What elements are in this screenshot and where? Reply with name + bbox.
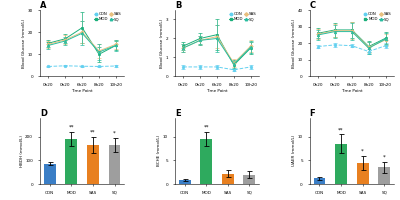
Bar xyxy=(378,167,390,184)
Text: **: ** xyxy=(204,125,209,130)
Bar xyxy=(244,175,255,184)
Text: E: E xyxy=(175,109,180,118)
Text: **: ** xyxy=(338,127,344,132)
Bar xyxy=(179,180,190,184)
Text: F: F xyxy=(310,109,315,118)
Bar xyxy=(66,139,77,184)
Legend: CON, MOD, SAS, SQ: CON, MOD, SAS, SQ xyxy=(94,12,122,21)
Text: *: * xyxy=(361,149,364,154)
Y-axis label: Blood Glucose (mmol/L): Blood Glucose (mmol/L) xyxy=(160,19,164,68)
Text: C: C xyxy=(310,1,316,10)
Text: *: * xyxy=(113,131,116,136)
X-axis label: Time Point: Time Point xyxy=(71,89,93,93)
Bar xyxy=(44,164,56,184)
X-axis label: Time Point: Time Point xyxy=(206,89,228,93)
Bar xyxy=(108,145,120,184)
X-axis label: Time Point: Time Point xyxy=(341,89,363,93)
Text: *: * xyxy=(383,155,386,160)
Bar xyxy=(87,145,99,184)
Bar xyxy=(222,174,234,184)
Text: D: D xyxy=(40,109,47,118)
Text: **: ** xyxy=(90,130,96,135)
Bar xyxy=(314,178,326,184)
Y-axis label: Blood Glucose (mmol/L): Blood Glucose (mmol/L) xyxy=(292,19,296,68)
Y-axis label: HBDH (mmol/L): HBDH (mmol/L) xyxy=(20,135,24,167)
Y-axis label: UAER (mmol/L): UAER (mmol/L) xyxy=(292,135,296,166)
Y-axis label: BCHE (mmol/L): BCHE (mmol/L) xyxy=(157,135,161,166)
Y-axis label: Blood Glucose (mmol/L): Blood Glucose (mmol/L) xyxy=(22,19,26,68)
Bar xyxy=(335,144,347,184)
Text: A: A xyxy=(40,1,46,10)
Legend: CON, MOD, SAS, SQ: CON, MOD, SAS, SQ xyxy=(363,12,392,21)
Bar xyxy=(200,139,212,184)
Bar xyxy=(357,163,368,184)
Text: B: B xyxy=(175,1,181,10)
Text: **: ** xyxy=(69,125,74,130)
Legend: CON, MOD, SAS, SQ: CON, MOD, SAS, SQ xyxy=(228,12,257,21)
